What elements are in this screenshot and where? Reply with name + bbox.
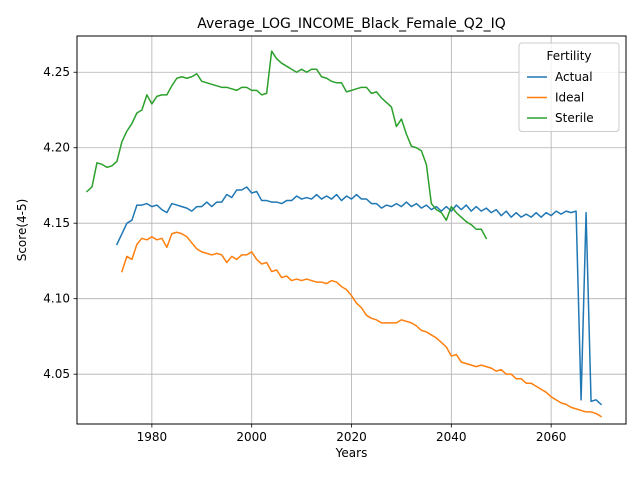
x-tick-label: 2000	[236, 430, 267, 444]
y-tick-label: 4.25	[43, 65, 70, 79]
y-tick-label: 4.20	[43, 141, 70, 155]
x-tick-label: 2020	[336, 430, 367, 444]
chart-title: Average_LOG_INCOME_Black_Female_Q2_IQ	[197, 16, 506, 32]
legend-title: Fertility	[546, 49, 591, 63]
y-tick-label: 4.15	[43, 216, 70, 230]
series-line-actual	[115, 186, 603, 406]
legend-label-ideal: Ideal	[555, 91, 584, 105]
legend: Fertility Actual Ideal Sterile	[518, 42, 620, 132]
y-axis-label: Score(4-5)	[15, 199, 29, 262]
y-axis: 4.05 4.10 4.15 4.20 4.25	[43, 65, 77, 381]
x-axis: 1980 2000 2020 2040 2060	[137, 424, 567, 444]
legend-label-actual: Actual	[555, 70, 593, 84]
x-tick-label: 2060	[536, 430, 567, 444]
y-tick-label: 4.05	[43, 367, 70, 381]
y-tick-label: 4.10	[43, 292, 70, 306]
legend-box	[518, 42, 620, 132]
series-line-sterile	[85, 50, 488, 240]
x-tick-label: 1980	[137, 430, 168, 444]
series-layer	[85, 50, 603, 418]
legend-label-sterile: Sterile	[555, 111, 594, 125]
x-tick-label: 2040	[436, 430, 467, 444]
x-axis-label: Years	[335, 446, 368, 460]
series-line-ideal	[120, 231, 603, 418]
